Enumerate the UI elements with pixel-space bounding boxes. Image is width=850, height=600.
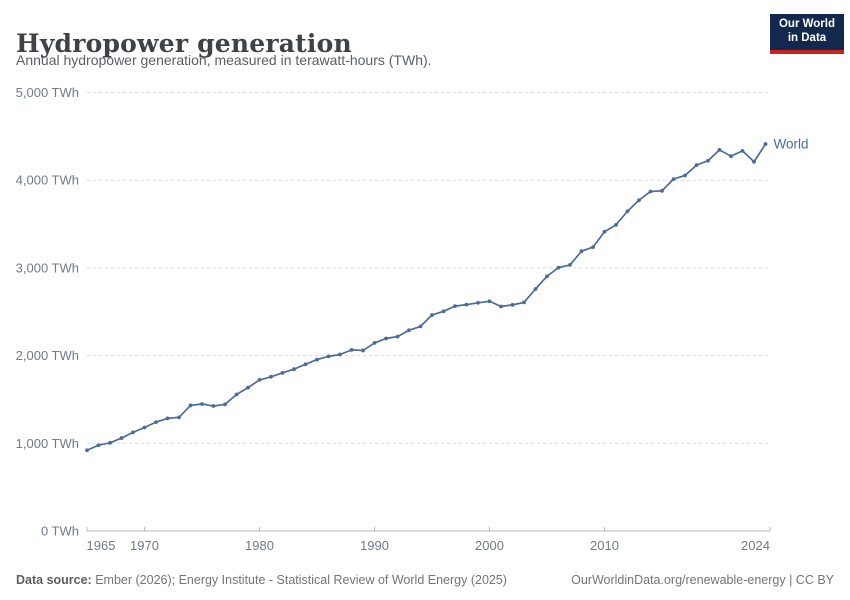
data-point-marker (246, 385, 250, 390)
data-point-marker (648, 189, 653, 194)
data-point-marker (269, 374, 273, 379)
data-point-marker (395, 334, 400, 339)
y-tick-label: 1,000 TWh (16, 436, 79, 451)
data-point-marker (349, 348, 354, 352)
data-point-marker (200, 402, 204, 406)
data-point-marker (361, 348, 365, 353)
owid-logo-line1: Our World (778, 18, 835, 31)
data-point-marker (660, 188, 664, 193)
data-point-marker (384, 336, 388, 341)
page-title: Hydropower generation (16, 28, 352, 58)
data-point-marker (165, 416, 170, 421)
x-tick-label: 1990 (360, 538, 389, 553)
data-point-marker (487, 299, 492, 304)
data-point-marker (499, 304, 503, 309)
data-point-marker (510, 302, 515, 307)
x-tick-label: 2024 (741, 538, 770, 553)
data-point-marker (706, 158, 710, 163)
x-tick-label: 1970 (130, 538, 159, 553)
owid-logo-line2: in Data (787, 32, 827, 44)
data-point-marker (522, 300, 526, 305)
data-point-marker (717, 147, 722, 152)
y-tick-label: 0 TWh (41, 524, 79, 539)
y-tick-label: 4,000 TWh (16, 173, 79, 188)
data-point-marker (752, 159, 756, 164)
owid-url-link[interactable]: OurWorldinData.org/renewable-energy (571, 573, 786, 587)
data-point-marker (372, 341, 377, 345)
data-point-marker (211, 404, 216, 408)
data-point-marker (142, 425, 147, 430)
data-point-marker (441, 309, 446, 314)
x-tick-label: 1980 (245, 538, 274, 553)
chart-subtitle: Annual hydropower generation, measured i… (16, 52, 432, 68)
data-point-marker (533, 287, 538, 291)
data-point-marker (85, 448, 89, 453)
data-point-marker (108, 440, 112, 445)
license-label[interactable]: CC BY (795, 573, 834, 587)
data-point-marker (303, 362, 308, 367)
y-tick-label: 2,000 TWh (16, 348, 79, 363)
data-point-marker (763, 142, 768, 146)
y-tick-label: 3,000 TWh (16, 260, 79, 275)
data-point-marker (579, 249, 584, 254)
data-point-marker (188, 403, 193, 408)
data-point-marker (591, 245, 595, 249)
data-point-marker (568, 263, 572, 267)
data-series-line (86, 143, 767, 452)
x-tick-label: 2000 (475, 538, 504, 553)
data-point-marker (315, 357, 319, 362)
series-end-label: World (774, 137, 809, 152)
data-point-marker (407, 328, 411, 333)
y-tick-label: 5,000 TWh (16, 85, 79, 100)
data-point-marker (234, 392, 239, 397)
chart-footer: Data source: Ember (2026); Energy Instit… (16, 573, 834, 587)
x-tick-label: 1965 (87, 538, 116, 553)
data-point-marker (556, 265, 561, 270)
data-point-marker (280, 370, 285, 375)
data-point-marker (292, 367, 296, 372)
data-point-marker (453, 304, 457, 309)
attribution-divider: | (785, 573, 796, 587)
data-point-marker (96, 443, 101, 448)
data-source-note: Data source: Ember (2026); Energy Instit… (16, 573, 507, 587)
data-point-marker (694, 163, 699, 168)
data-point-marker (602, 229, 607, 234)
data-point-marker (545, 274, 549, 279)
data-point-marker (614, 222, 618, 227)
x-axis-line (86, 527, 771, 532)
data-point-marker (418, 324, 423, 329)
data-point-marker (729, 154, 733, 159)
data-point-marker (464, 302, 469, 307)
data-point-marker (476, 300, 480, 305)
data-point-marker (671, 177, 676, 182)
data-point-marker (177, 415, 181, 420)
attribution: OurWorldinData.org/renewable-energy | CC… (571, 573, 834, 587)
data-point-marker (154, 420, 158, 425)
data-source-label: Data source: (16, 573, 92, 587)
data-point-marker (119, 436, 124, 440)
data-point-marker (625, 209, 630, 214)
data-point-marker (257, 378, 262, 382)
data-point-marker (338, 352, 342, 357)
data-point-marker (430, 313, 434, 317)
data-point-marker (131, 430, 135, 435)
data-point-marker (326, 354, 331, 359)
data-point-marker (740, 148, 745, 153)
x-tick-label: 2010 (590, 538, 619, 553)
data-point-marker (683, 173, 687, 178)
data-point-marker (223, 402, 227, 407)
data-point-marker (637, 198, 641, 203)
data-source-text: Ember (2026); Energy Institute - Statist… (91, 573, 507, 587)
owid-logo[interactable]: Our World in Data (770, 14, 844, 54)
